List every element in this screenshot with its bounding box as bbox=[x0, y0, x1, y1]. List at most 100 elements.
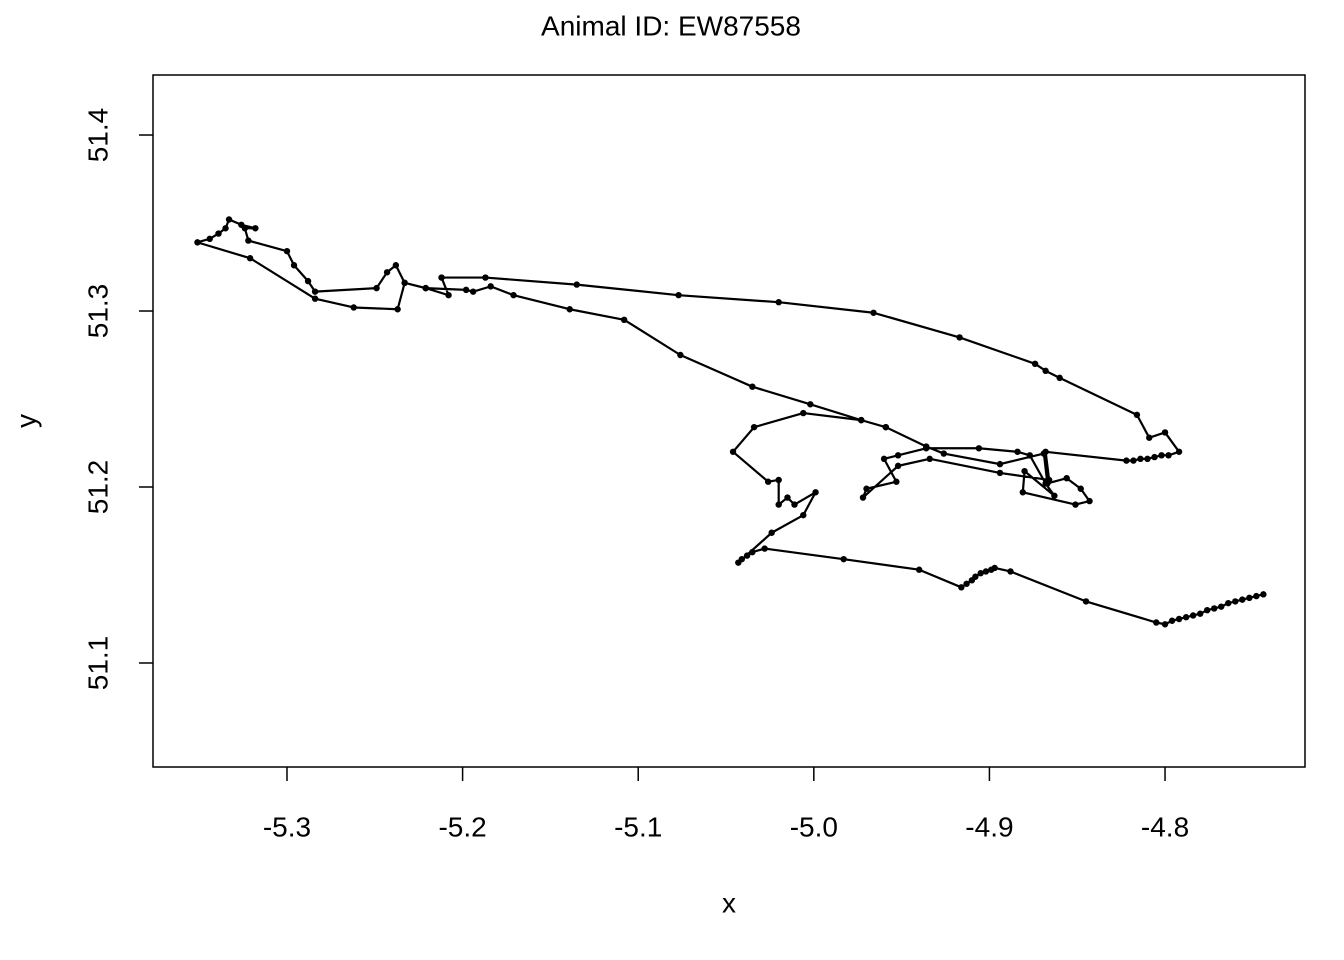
track-point bbox=[222, 225, 229, 232]
track-point bbox=[1077, 485, 1084, 492]
track-point bbox=[241, 225, 249, 232]
track-point bbox=[225, 216, 233, 223]
track-point bbox=[807, 401, 814, 408]
track-point bbox=[750, 423, 758, 431]
track-point bbox=[1007, 568, 1014, 575]
track-point bbox=[1019, 489, 1026, 496]
track-point bbox=[252, 225, 259, 232]
y-tick-label: 51.3 bbox=[82, 284, 113, 339]
track-point bbox=[1042, 448, 1049, 455]
track-point bbox=[1211, 605, 1218, 612]
x-tick-label: -4.8 bbox=[1141, 811, 1189, 842]
track-point bbox=[245, 237, 252, 244]
track-point bbox=[1086, 497, 1093, 505]
track-point bbox=[1063, 474, 1070, 482]
track-point bbox=[775, 501, 782, 508]
track-point bbox=[1045, 476, 1053, 484]
track-point bbox=[1225, 599, 1232, 607]
track-point bbox=[1031, 360, 1039, 368]
track-point bbox=[923, 445, 930, 452]
track-point bbox=[1218, 603, 1225, 610]
track-point bbox=[749, 548, 756, 556]
track-point bbox=[206, 235, 213, 243]
track-point bbox=[968, 577, 976, 584]
track-point bbox=[445, 291, 452, 299]
track-point bbox=[350, 304, 357, 311]
track-point bbox=[764, 478, 772, 485]
track-point bbox=[749, 383, 756, 390]
track-point bbox=[858, 416, 865, 424]
track-point bbox=[392, 262, 400, 269]
track-point bbox=[996, 469, 1004, 477]
track-point bbox=[194, 239, 201, 246]
x-tick-label: -5.1 bbox=[614, 811, 662, 842]
x-tick-label: -5.0 bbox=[790, 811, 838, 842]
track-point bbox=[958, 584, 965, 591]
y-tick-label: 51.1 bbox=[82, 636, 113, 691]
track-point bbox=[482, 274, 489, 281]
track-point bbox=[1196, 610, 1204, 617]
track-point bbox=[882, 423, 890, 431]
track-point bbox=[1203, 606, 1211, 614]
track-point bbox=[677, 351, 684, 359]
track-point bbox=[1151, 453, 1158, 461]
track-point bbox=[394, 306, 401, 313]
x-tick-label: -4.9 bbox=[965, 811, 1013, 842]
track-point bbox=[840, 555, 847, 563]
track-point bbox=[1056, 374, 1063, 382]
track-point bbox=[1165, 452, 1172, 459]
track-point bbox=[975, 445, 983, 452]
track-point bbox=[987, 566, 995, 573]
x-axis-label: x bbox=[722, 887, 736, 918]
track-point bbox=[775, 476, 782, 484]
track-point bbox=[963, 580, 970, 587]
track-point bbox=[1137, 455, 1144, 463]
track-point bbox=[246, 255, 254, 262]
track-point bbox=[784, 494, 791, 501]
track-point bbox=[1146, 434, 1153, 441]
track-point bbox=[1133, 411, 1141, 419]
track-point bbox=[863, 485, 870, 492]
track-point bbox=[1130, 457, 1137, 464]
track-point bbox=[1182, 614, 1190, 621]
x-tick-label: -5.3 bbox=[263, 811, 311, 842]
track-point bbox=[462, 286, 470, 294]
track-point bbox=[1021, 467, 1028, 475]
track-point bbox=[1158, 452, 1165, 459]
track-point bbox=[1144, 455, 1151, 463]
track-point bbox=[775, 299, 782, 306]
y-tick-label: 51.2 bbox=[82, 460, 113, 515]
x-tick-label: -5.2 bbox=[438, 811, 486, 842]
track-point bbox=[940, 450, 947, 457]
track-point bbox=[215, 230, 222, 237]
track-point bbox=[956, 334, 963, 341]
track-point bbox=[1072, 501, 1079, 508]
track-point bbox=[894, 462, 902, 470]
track-point bbox=[401, 279, 408, 287]
track-point bbox=[1153, 619, 1160, 626]
track-point bbox=[894, 452, 902, 459]
track-point bbox=[982, 568, 990, 575]
track-point bbox=[283, 247, 291, 255]
track-point bbox=[1175, 615, 1183, 623]
track-point bbox=[1175, 448, 1183, 455]
track-point bbox=[438, 274, 445, 281]
track-point bbox=[768, 529, 775, 536]
chart-title: Animal ID: EW87558 bbox=[541, 10, 801, 41]
track-point bbox=[743, 552, 751, 559]
track-point bbox=[859, 494, 867, 501]
track-point bbox=[1189, 612, 1197, 619]
track-point bbox=[383, 269, 391, 276]
track-line bbox=[196, 218, 1264, 626]
track-point bbox=[675, 291, 682, 299]
track-point bbox=[800, 511, 807, 519]
track-point bbox=[1246, 594, 1253, 602]
track-point bbox=[1260, 591, 1267, 598]
track-point bbox=[893, 478, 900, 485]
track-point bbox=[1161, 621, 1169, 628]
y-tick-label: 51.4 bbox=[82, 108, 113, 163]
track-point bbox=[487, 283, 494, 290]
track-point bbox=[926, 455, 933, 463]
